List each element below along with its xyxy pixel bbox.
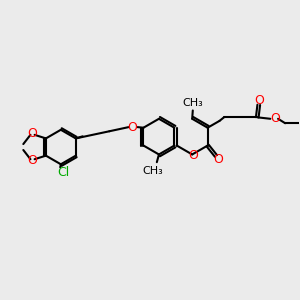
Text: O: O (127, 121, 137, 134)
Text: O: O (188, 148, 198, 162)
Text: Cl: Cl (58, 166, 70, 179)
Text: O: O (270, 112, 280, 125)
Text: O: O (28, 154, 38, 166)
Text: O: O (28, 128, 38, 140)
Text: CH₃: CH₃ (182, 98, 203, 108)
Text: O: O (213, 153, 223, 166)
Text: CH₃: CH₃ (142, 166, 163, 176)
Text: O: O (254, 94, 264, 107)
